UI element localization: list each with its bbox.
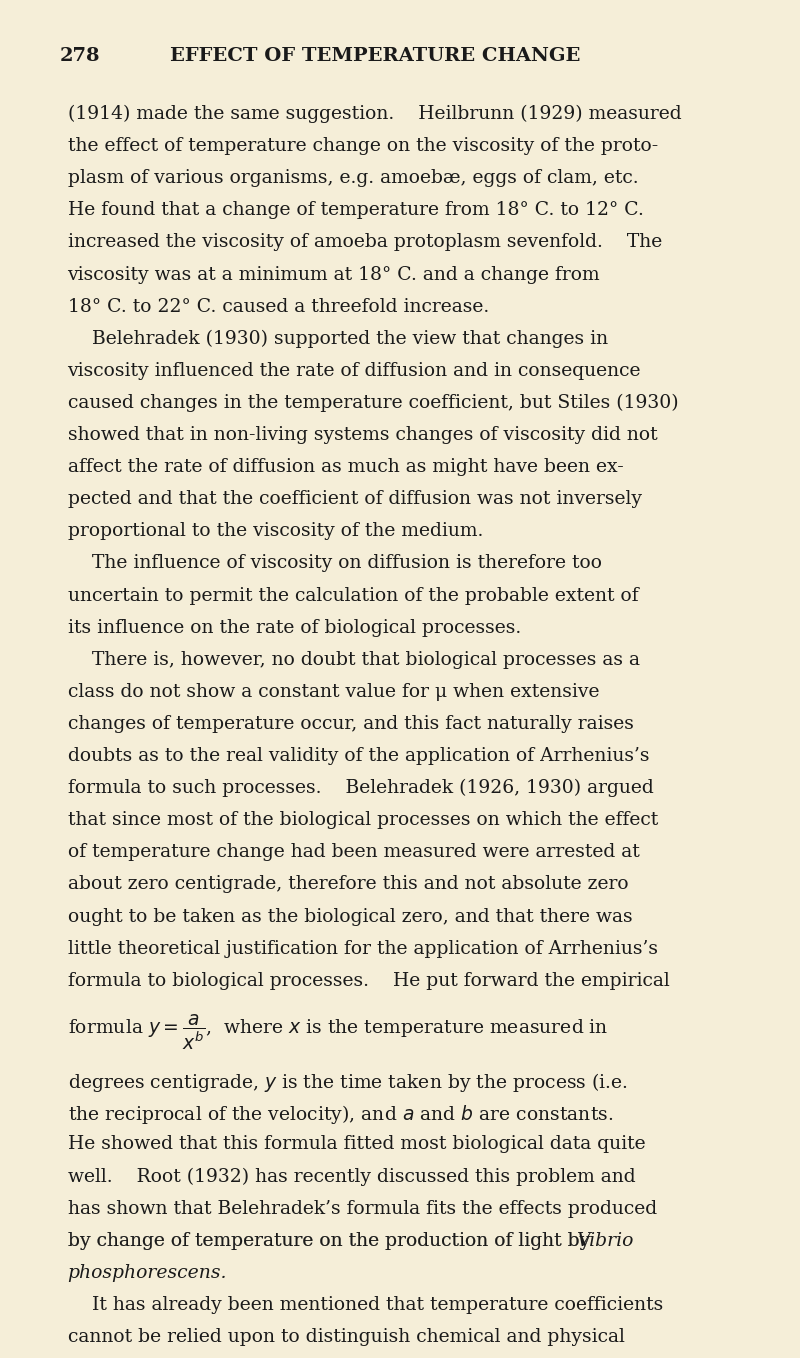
Text: by change of temperature on the production of light by Vibrio: by change of temperature on the producti… <box>67 1232 653 1249</box>
Text: class do not show a constant value for μ when extensive: class do not show a constant value for μ… <box>67 683 599 701</box>
Text: proportional to the viscosity of the medium.: proportional to the viscosity of the med… <box>67 523 483 540</box>
Text: 278: 278 <box>60 46 101 65</box>
Text: changes of temperature occur, and this fact naturally raises: changes of temperature occur, and this f… <box>67 714 634 733</box>
Text: Belehradek (1930) supported the view that changes in: Belehradek (1930) supported the view tha… <box>67 330 608 348</box>
Text: The influence of viscosity on diffusion is therefore too: The influence of viscosity on diffusion … <box>67 554 602 573</box>
Text: There is, however, no doubt that biological processes as a: There is, however, no doubt that biologi… <box>67 650 639 668</box>
Text: the reciprocal of the velocity), and $a$ and $b$ are constants.: the reciprocal of the velocity), and $a$… <box>67 1103 613 1126</box>
Text: EFFECT OF TEMPERATURE CHANGE: EFFECT OF TEMPERATURE CHANGE <box>170 46 581 65</box>
Text: ought to be taken as the biological zero, and that there was: ought to be taken as the biological zero… <box>67 907 632 926</box>
Text: It has already been mentioned that temperature coefficients: It has already been mentioned that tempe… <box>67 1296 663 1315</box>
Text: formula to such processes.    Belehradek (1926, 1930) argued: formula to such processes. Belehradek (1… <box>67 779 654 797</box>
Text: He found that a change of temperature from 18° C. to 12° C.: He found that a change of temperature fr… <box>67 201 643 220</box>
Text: formula to biological processes.    He put forward the empirical: formula to biological processes. He put … <box>67 972 670 990</box>
Text: affect the rate of diffusion as much as might have been ex-: affect the rate of diffusion as much as … <box>67 458 623 477</box>
Text: pected and that the coefficient of diffusion was not inversely: pected and that the coefficient of diffu… <box>67 490 642 508</box>
Text: by change of temperature on the production of light by: by change of temperature on the producti… <box>67 1232 596 1249</box>
Text: formula $y = \dfrac{a}{x^b}$,  where $x$ is the temperature measured in: formula $y = \dfrac{a}{x^b}$, where $x$ … <box>67 1013 608 1052</box>
Text: doubts as to the real validity of the application of Arrhenius’s: doubts as to the real validity of the ap… <box>67 747 649 765</box>
Text: showed that in non-living systems changes of viscosity did not: showed that in non-living systems change… <box>67 426 657 444</box>
Text: viscosity was at a minimum at 18° C. and a change from: viscosity was at a minimum at 18° C. and… <box>67 266 600 284</box>
Text: He showed that this formula fitted most biological data quite: He showed that this formula fitted most … <box>67 1135 645 1153</box>
Text: increased the viscosity of amoeba protoplasm sevenfold.    The: increased the viscosity of amoeba protop… <box>67 234 662 251</box>
Text: by change of temperature on the production of light by: by change of temperature on the producti… <box>67 1232 596 1249</box>
Text: (1914) made the same suggestion.    Heilbrunn (1929) measured: (1914) made the same suggestion. Heilbru… <box>67 105 681 124</box>
Text: caused changes in the temperature coefficient, but Stiles (1930): caused changes in the temperature coeffi… <box>67 394 678 413</box>
Text: uncertain to permit the calculation of the probable extent of: uncertain to permit the calculation of t… <box>67 587 638 604</box>
Text: well.    Root (1932) has recently discussed this problem and: well. Root (1932) has recently discussed… <box>67 1168 635 1186</box>
Text: phosphorescens.: phosphorescens. <box>67 1264 227 1282</box>
Text: the effect of temperature change on the viscosity of the proto-: the effect of temperature change on the … <box>67 137 658 155</box>
Text: of temperature change had been measured were arrested at: of temperature change had been measured … <box>67 843 639 861</box>
Text: little theoretical justification for the application of Arrhenius’s: little theoretical justification for the… <box>67 940 658 957</box>
Text: cannot be relied upon to distinguish chemical and physical: cannot be relied upon to distinguish che… <box>67 1328 625 1346</box>
Text: degrees centigrade, $y$ is the time taken by the process (i.e.: degrees centigrade, $y$ is the time take… <box>67 1071 627 1095</box>
Text: Vibrio: Vibrio <box>577 1232 634 1249</box>
Text: plasm of various organisms, e.g. amoebæ, eggs of clam, etc.: plasm of various organisms, e.g. amoebæ,… <box>67 170 638 187</box>
Text: has shown that Belehradek’s formula fits the effects produced: has shown that Belehradek’s formula fits… <box>67 1199 657 1218</box>
Text: that since most of the biological processes on which the effect: that since most of the biological proces… <box>67 811 658 830</box>
Text: viscosity influenced the rate of diffusion and in consequence: viscosity influenced the rate of diffusi… <box>67 361 641 380</box>
Text: about zero centigrade, therefore this and not absolute zero: about zero centigrade, therefore this an… <box>67 876 628 894</box>
Text: its influence on the rate of biological processes.: its influence on the rate of biological … <box>67 619 521 637</box>
Text: 18° C. to 22° C. caused a threefold increase.: 18° C. to 22° C. caused a threefold incr… <box>67 297 489 315</box>
